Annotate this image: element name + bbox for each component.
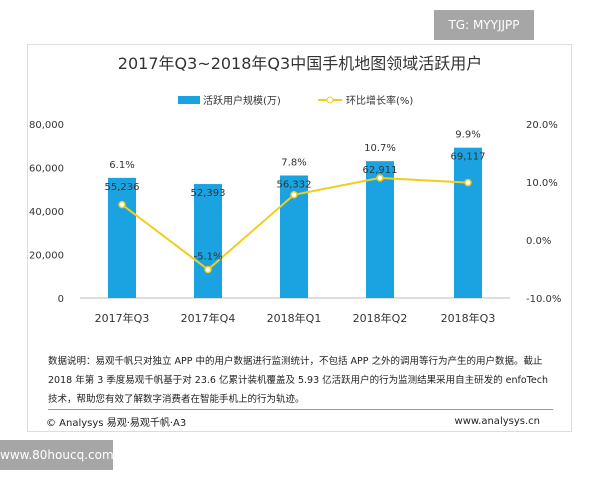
y-right-tick-label: 20.0% <box>526 120 558 131</box>
bar <box>194 184 222 298</box>
growth-value-label: 7.8% <box>281 157 306 168</box>
watermark-top: TG: MYYJJPP <box>434 10 534 40</box>
x-tick-label: 2017年Q4 <box>181 311 236 325</box>
bar-value-label: 62,911 <box>363 165 398 176</box>
x-tick-label: 2017年Q3 <box>95 311 150 325</box>
y-left-tick-label: 20,000 <box>29 251 64 262</box>
x-tick-label: 2018年Q3 <box>441 311 496 325</box>
growth-point <box>204 265 212 274</box>
divider <box>48 409 553 410</box>
y-left-tick-label: 0 <box>58 294 64 305</box>
growth-point <box>376 174 384 182</box>
bar <box>454 147 482 298</box>
bar-value-label: 55,236 <box>105 182 140 193</box>
growth-point <box>464 178 472 187</box>
y-right-tick-label: -10.0% <box>526 294 561 305</box>
legend-line-marker <box>326 96 334 104</box>
legend-bar-label: 活跃用户规模(万) <box>203 94 281 107</box>
y-right-tick-label: 10.0% <box>526 178 558 189</box>
chart-title: 2017年Q3~2018年Q3中国手机地图领域活跃用户 <box>117 54 483 73</box>
footer-url: www.analysys.cn <box>454 416 540 427</box>
y-left-tick-label: 60,000 <box>29 164 64 175</box>
bar-value-label: 56,332 <box>277 179 312 190</box>
growth-value-label: -5.1% <box>193 252 222 263</box>
bar-value-label: 52,393 <box>191 188 226 199</box>
bar <box>366 161 394 298</box>
growth-point <box>118 200 126 209</box>
growth-value-label: 10.7% <box>364 143 396 154</box>
bar-value-label: 69,117 <box>451 152 486 163</box>
watermark-bottom: www.80houcq.com <box>0 440 114 470</box>
data-note: 数据说明：易观千帆只对独立 APP 中的用户数据进行监测统计，不包括 APP 之… <box>48 356 548 405</box>
growth-value-label: 9.9% <box>455 130 480 141</box>
y-left-tick-label: 80,000 <box>29 120 64 131</box>
x-tick-label: 2018年Q1 <box>267 311 322 325</box>
x-tick-label: 2018年Q2 <box>353 311 408 325</box>
growth-value-label: 6.1% <box>109 160 134 171</box>
bar <box>108 177 136 298</box>
footer-copyright: © Analysys 易观·易观千帆·A3 <box>46 418 187 429</box>
legend-line-label: 环比增长率(%) <box>346 94 413 107</box>
y-right-tick-label: 0.0% <box>526 236 551 247</box>
chart-frame <box>27 44 572 432</box>
growth-point <box>290 191 298 199</box>
legend-bar-swatch <box>178 96 200 104</box>
y-left-tick-label: 40,000 <box>29 207 64 218</box>
